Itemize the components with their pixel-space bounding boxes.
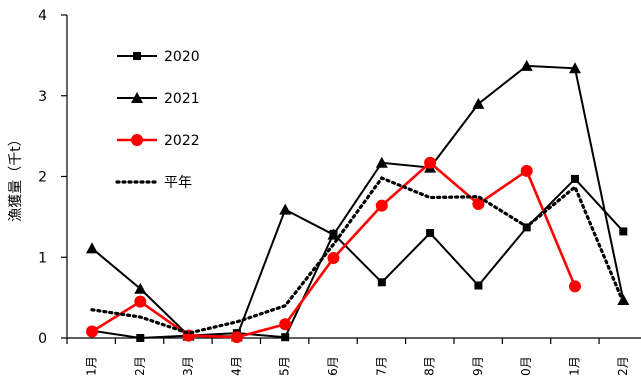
data-point <box>279 318 292 331</box>
series-line <box>91 64 625 338</box>
series-line <box>91 177 625 340</box>
x-tick-label: 5月 <box>278 356 292 376</box>
x-tick-label: 1月 <box>85 356 99 376</box>
data-point <box>230 331 243 344</box>
y-tick-label: 3 <box>38 89 47 105</box>
legend: 2020 2021 2022 平年 <box>115 49 200 191</box>
data-point <box>327 252 340 265</box>
data-point <box>375 199 388 212</box>
data-point <box>281 333 290 342</box>
data-point <box>86 242 98 254</box>
x-tick-label: 8月 <box>423 356 437 376</box>
x-tick-label: 2月 <box>616 356 630 376</box>
data-point <box>131 134 143 146</box>
legend-label: 2022 <box>164 133 200 149</box>
axes: 0 1 2 3 4 1月 2月 3月 4月 5月 6月 7月 8月 9月 0月 1月 2月 <box>38 8 641 376</box>
data-point <box>474 281 483 290</box>
series-2022 <box>86 156 581 344</box>
data-point <box>375 156 388 168</box>
data-point <box>327 228 340 240</box>
legend-label: 平年 <box>164 175 192 191</box>
x-tick-label: 9月 <box>471 356 485 376</box>
data-point <box>571 174 579 183</box>
x-tick-label: 4月 <box>229 356 243 376</box>
x-tick-label: 3月 <box>181 356 195 376</box>
data-point <box>472 97 485 109</box>
data-point <box>86 325 98 338</box>
x-tick-label: 0月 <box>519 356 533 376</box>
x-tick-label: 1月 <box>568 356 582 376</box>
y-tick-label: 2 <box>38 170 47 186</box>
y-tick-label: 1 <box>38 250 47 266</box>
x-tick-label: 7月 <box>374 356 388 376</box>
data-point <box>136 334 145 342</box>
x-tick-label: 2月 <box>133 356 147 376</box>
series-group <box>86 59 630 344</box>
data-point <box>424 156 437 169</box>
data-point <box>426 229 435 238</box>
data-point <box>279 203 292 215</box>
data-point <box>472 197 485 210</box>
data-point <box>131 92 143 103</box>
data-point <box>569 280 581 293</box>
data-point <box>569 62 581 74</box>
data-point <box>520 59 533 71</box>
data-point <box>619 227 628 236</box>
y-tick-label: 4 <box>38 8 47 24</box>
data-point <box>134 295 147 308</box>
y-axis-label-group: 漁獲量（千t） <box>8 132 24 222</box>
legend-label: 2021 <box>164 91 200 107</box>
y-tick-label: 0 <box>38 331 47 347</box>
data-point <box>133 52 141 60</box>
series-平年 <box>90 176 625 335</box>
data-point <box>377 278 386 287</box>
x-tick-label: 6月 <box>326 356 340 376</box>
data-point <box>134 282 147 294</box>
data-point <box>520 164 533 177</box>
legend-label: 2020 <box>164 49 200 65</box>
series-line <box>90 176 625 335</box>
y-axis-label: 漁獲量（千t） <box>8 132 24 222</box>
